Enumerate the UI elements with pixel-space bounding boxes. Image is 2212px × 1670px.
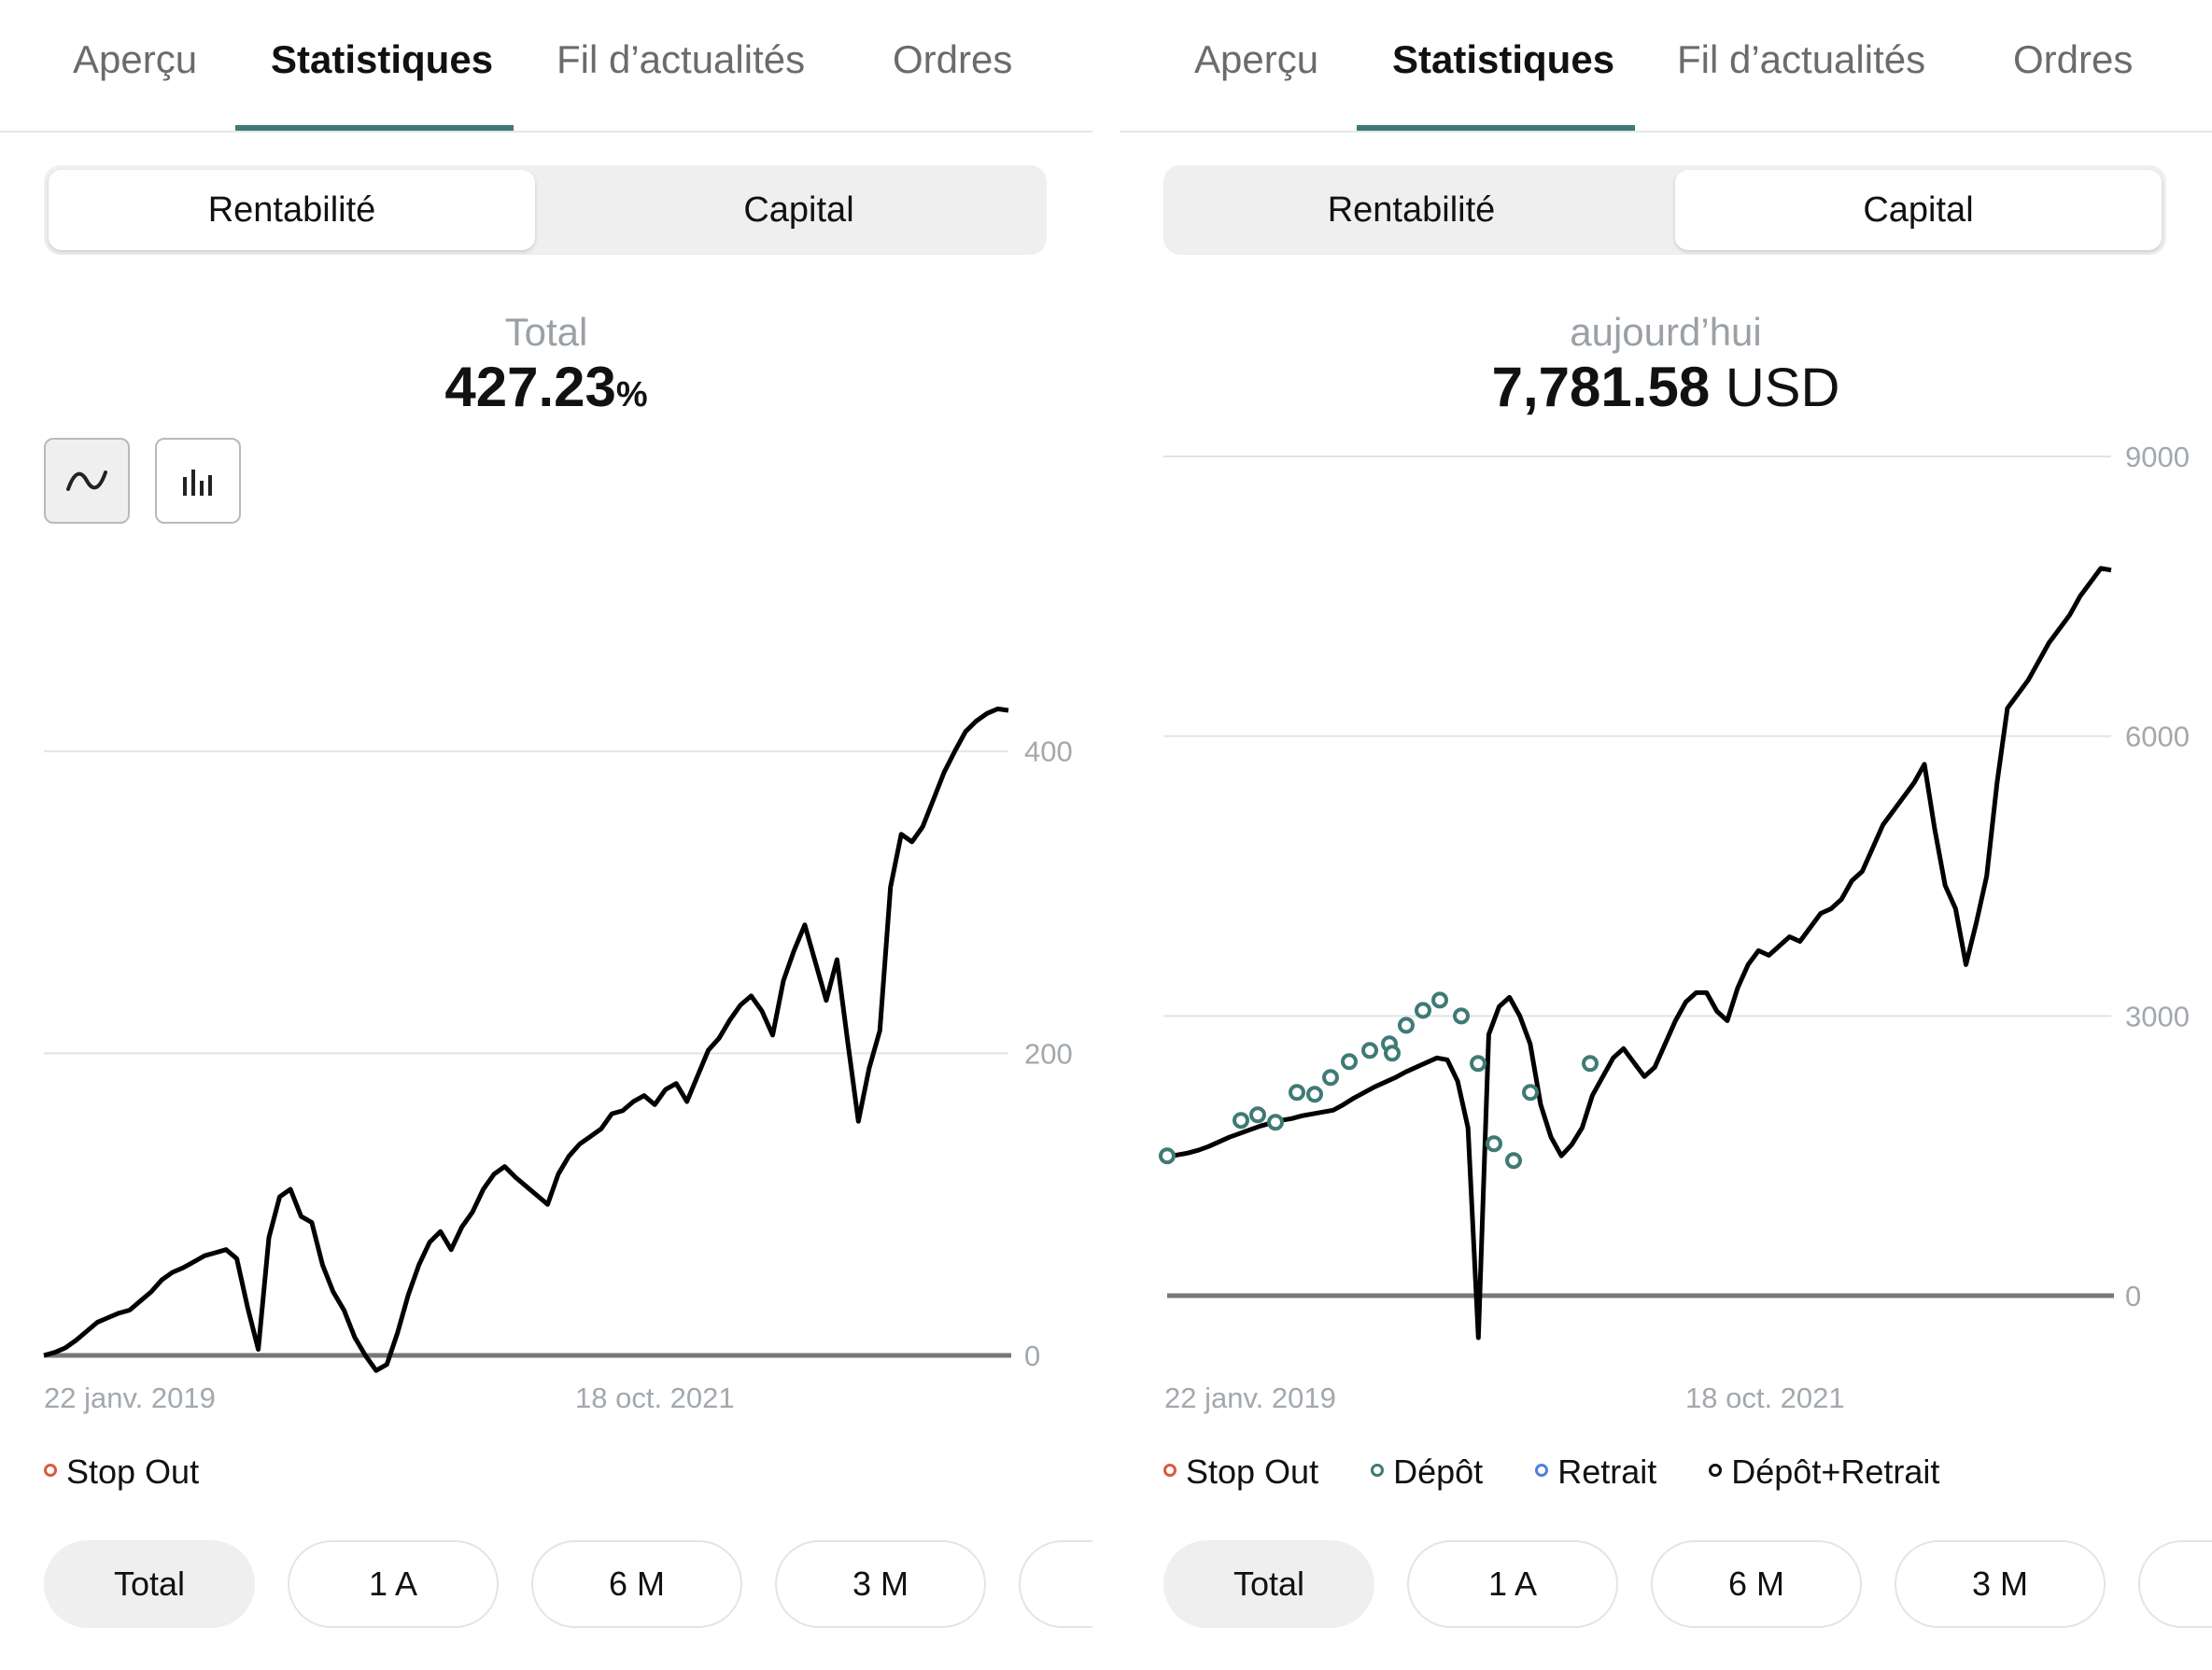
depot-marker [1486,1135,1502,1153]
summary-label: aujourd’hui [1570,310,1762,354]
depot-marker [1505,1152,1522,1170]
active-tab-indicator [235,125,514,131]
depot-marker [1415,1002,1431,1019]
legend-label: Retrait [1557,1452,1657,1491]
left-panel: Aperçu Statistiques Fil d’actualités Ord… [0,0,1092,1670]
tab-ordres[interactable]: Ordres [2013,37,2134,81]
depot-marker [1522,1084,1539,1102]
series-line [43,706,1009,1373]
tab-ordres[interactable]: Ordres [893,37,1013,81]
summary-unit: % [615,375,648,414]
range-3m-button[interactable]: 3 M [1895,1540,2106,1628]
legend-stop-out: Stop Out [1163,1452,1318,1492]
range-selector: Total 1 A 6 M 3 M [1163,1540,2212,1630]
range-total-button[interactable]: Total [1163,1540,1374,1628]
legend-label: Dépôt [1393,1452,1484,1491]
line-chart-icon [66,470,107,491]
right-panel: Aperçu Statistiques Fil d’actualités Ord… [1120,0,2212,1670]
legend-label: Stop Out [1186,1452,1319,1491]
tab-statistiques[interactable]: Statistiques [1392,37,1615,81]
depot-marker [1453,1007,1470,1025]
y-tick-label: 0 [2125,1280,2141,1312]
range-total-button[interactable]: Total [44,1540,255,1628]
legend-depot: Dépôt [1371,1452,1483,1492]
stop-out-dot-icon [44,1464,57,1478]
y-tick-label: 400 [1024,736,1073,768]
range-more-button[interactable] [2138,1540,2212,1628]
x-axis-label-mid: 18 oct. 2021 [1685,1382,1845,1414]
depot-dot-icon [1371,1464,1385,1478]
depot-marker [1249,1106,1266,1124]
legend-retrait: Retrait [1535,1452,1656,1492]
tab-bar: Aperçu Statistiques Fil d’actualités Ord… [0,0,1092,133]
range-6m-button[interactable]: 6 M [531,1540,742,1628]
depot-marker [1233,1112,1249,1130]
segmented-control: Rentabilité Capital [1163,165,2166,255]
active-tab-indicator [1357,125,1635,131]
tab-bar: Aperçu Statistiques Fil d’actualités Ord… [1120,0,2212,133]
range-6m-button[interactable]: 6 M [1651,1540,1862,1628]
x-axis-label-start: 22 janv. 2019 [44,1382,216,1414]
legend-stop-out: Stop Out [44,1452,199,1492]
range-more-button[interactable] [1019,1540,1092,1628]
legend-label: Dépôt+Retrait [1731,1452,1940,1491]
capital-chart[interactable]: 0 3000 6000 9000 [1120,0,2212,1456]
depot-marker [1398,1017,1415,1034]
segment-rentabilite[interactable]: Rentabilité [1327,189,1496,230]
tab-fil-actualites[interactable]: Fil d’actualités [1677,37,1926,81]
depot-marker [1384,1045,1401,1062]
bar-chart-icon [183,470,212,496]
chart-legend: Stop Out Dépôt Retrait Dépôt+Retrait [1163,1452,1982,1492]
y-tick-label: 3000 [2125,1000,2190,1032]
tab-fil-actualites[interactable]: Fil d’actualités [557,37,806,81]
depot-marker [1341,1053,1358,1071]
series-line [1166,566,2112,1340]
segmented-control: Rentabilité Capital [44,165,1047,255]
range-1a-button[interactable]: 1 A [288,1540,499,1628]
summary-label: Total [504,310,588,354]
depot-marker [1306,1086,1323,1103]
depot-marker [1582,1055,1599,1073]
y-tick-label: 0 [1024,1340,1040,1372]
summary-value: 427.23% [0,355,1092,419]
stop-out-dot-icon [1163,1464,1176,1478]
segment-rentabilite[interactable]: Rentabilité [49,170,535,250]
depot-marker [1470,1055,1486,1073]
chart-legend: Stop Out [44,1452,242,1492]
depot-marker [1361,1042,1378,1060]
x-axis-label-start: 22 janv. 2019 [1164,1382,1336,1414]
y-tick-label: 9000 [2125,441,2190,473]
range-3m-button[interactable]: 3 M [775,1540,986,1628]
depot-retrait-dot-icon [1709,1464,1723,1478]
depot-marker [1431,991,1448,1009]
tab-apercu[interactable]: Aperçu [1194,37,1319,81]
summary-unit: USD [1725,358,1840,418]
range-1a-button[interactable]: 1 A [1407,1540,1618,1628]
x-axis-label-mid: 18 oct. 2021 [575,1382,735,1414]
segment-capital[interactable]: Capital [743,189,854,230]
depot-marker [1289,1084,1305,1102]
y-tick-label: 200 [1024,1037,1073,1070]
depot-marker [1267,1114,1284,1131]
segment-capital[interactable]: Capital [1675,170,2162,250]
profitability-chart[interactable]: 0 200 400 [0,0,1092,1456]
legend-depot-retrait: Dépôt+Retrait [1709,1452,1939,1492]
tab-statistiques[interactable]: Statistiques [271,37,494,81]
bar-chart-mode-button[interactable] [155,438,241,524]
summary-value: 7,781.58 USD [1120,355,2212,419]
tab-apercu[interactable]: Aperçu [73,37,198,81]
depot-marker [1159,1147,1176,1165]
y-tick-label: 6000 [2125,721,2190,753]
line-chart-mode-button[interactable] [44,438,130,524]
depot-marker [1322,1069,1339,1087]
summary-number: 7,781.58 [1491,356,1711,418]
retrait-dot-icon [1535,1464,1549,1478]
legend-label: Stop Out [66,1452,200,1491]
summary-number: 427.23 [444,356,616,418]
range-selector: Total 1 A 6 M 3 M [44,1540,1092,1630]
